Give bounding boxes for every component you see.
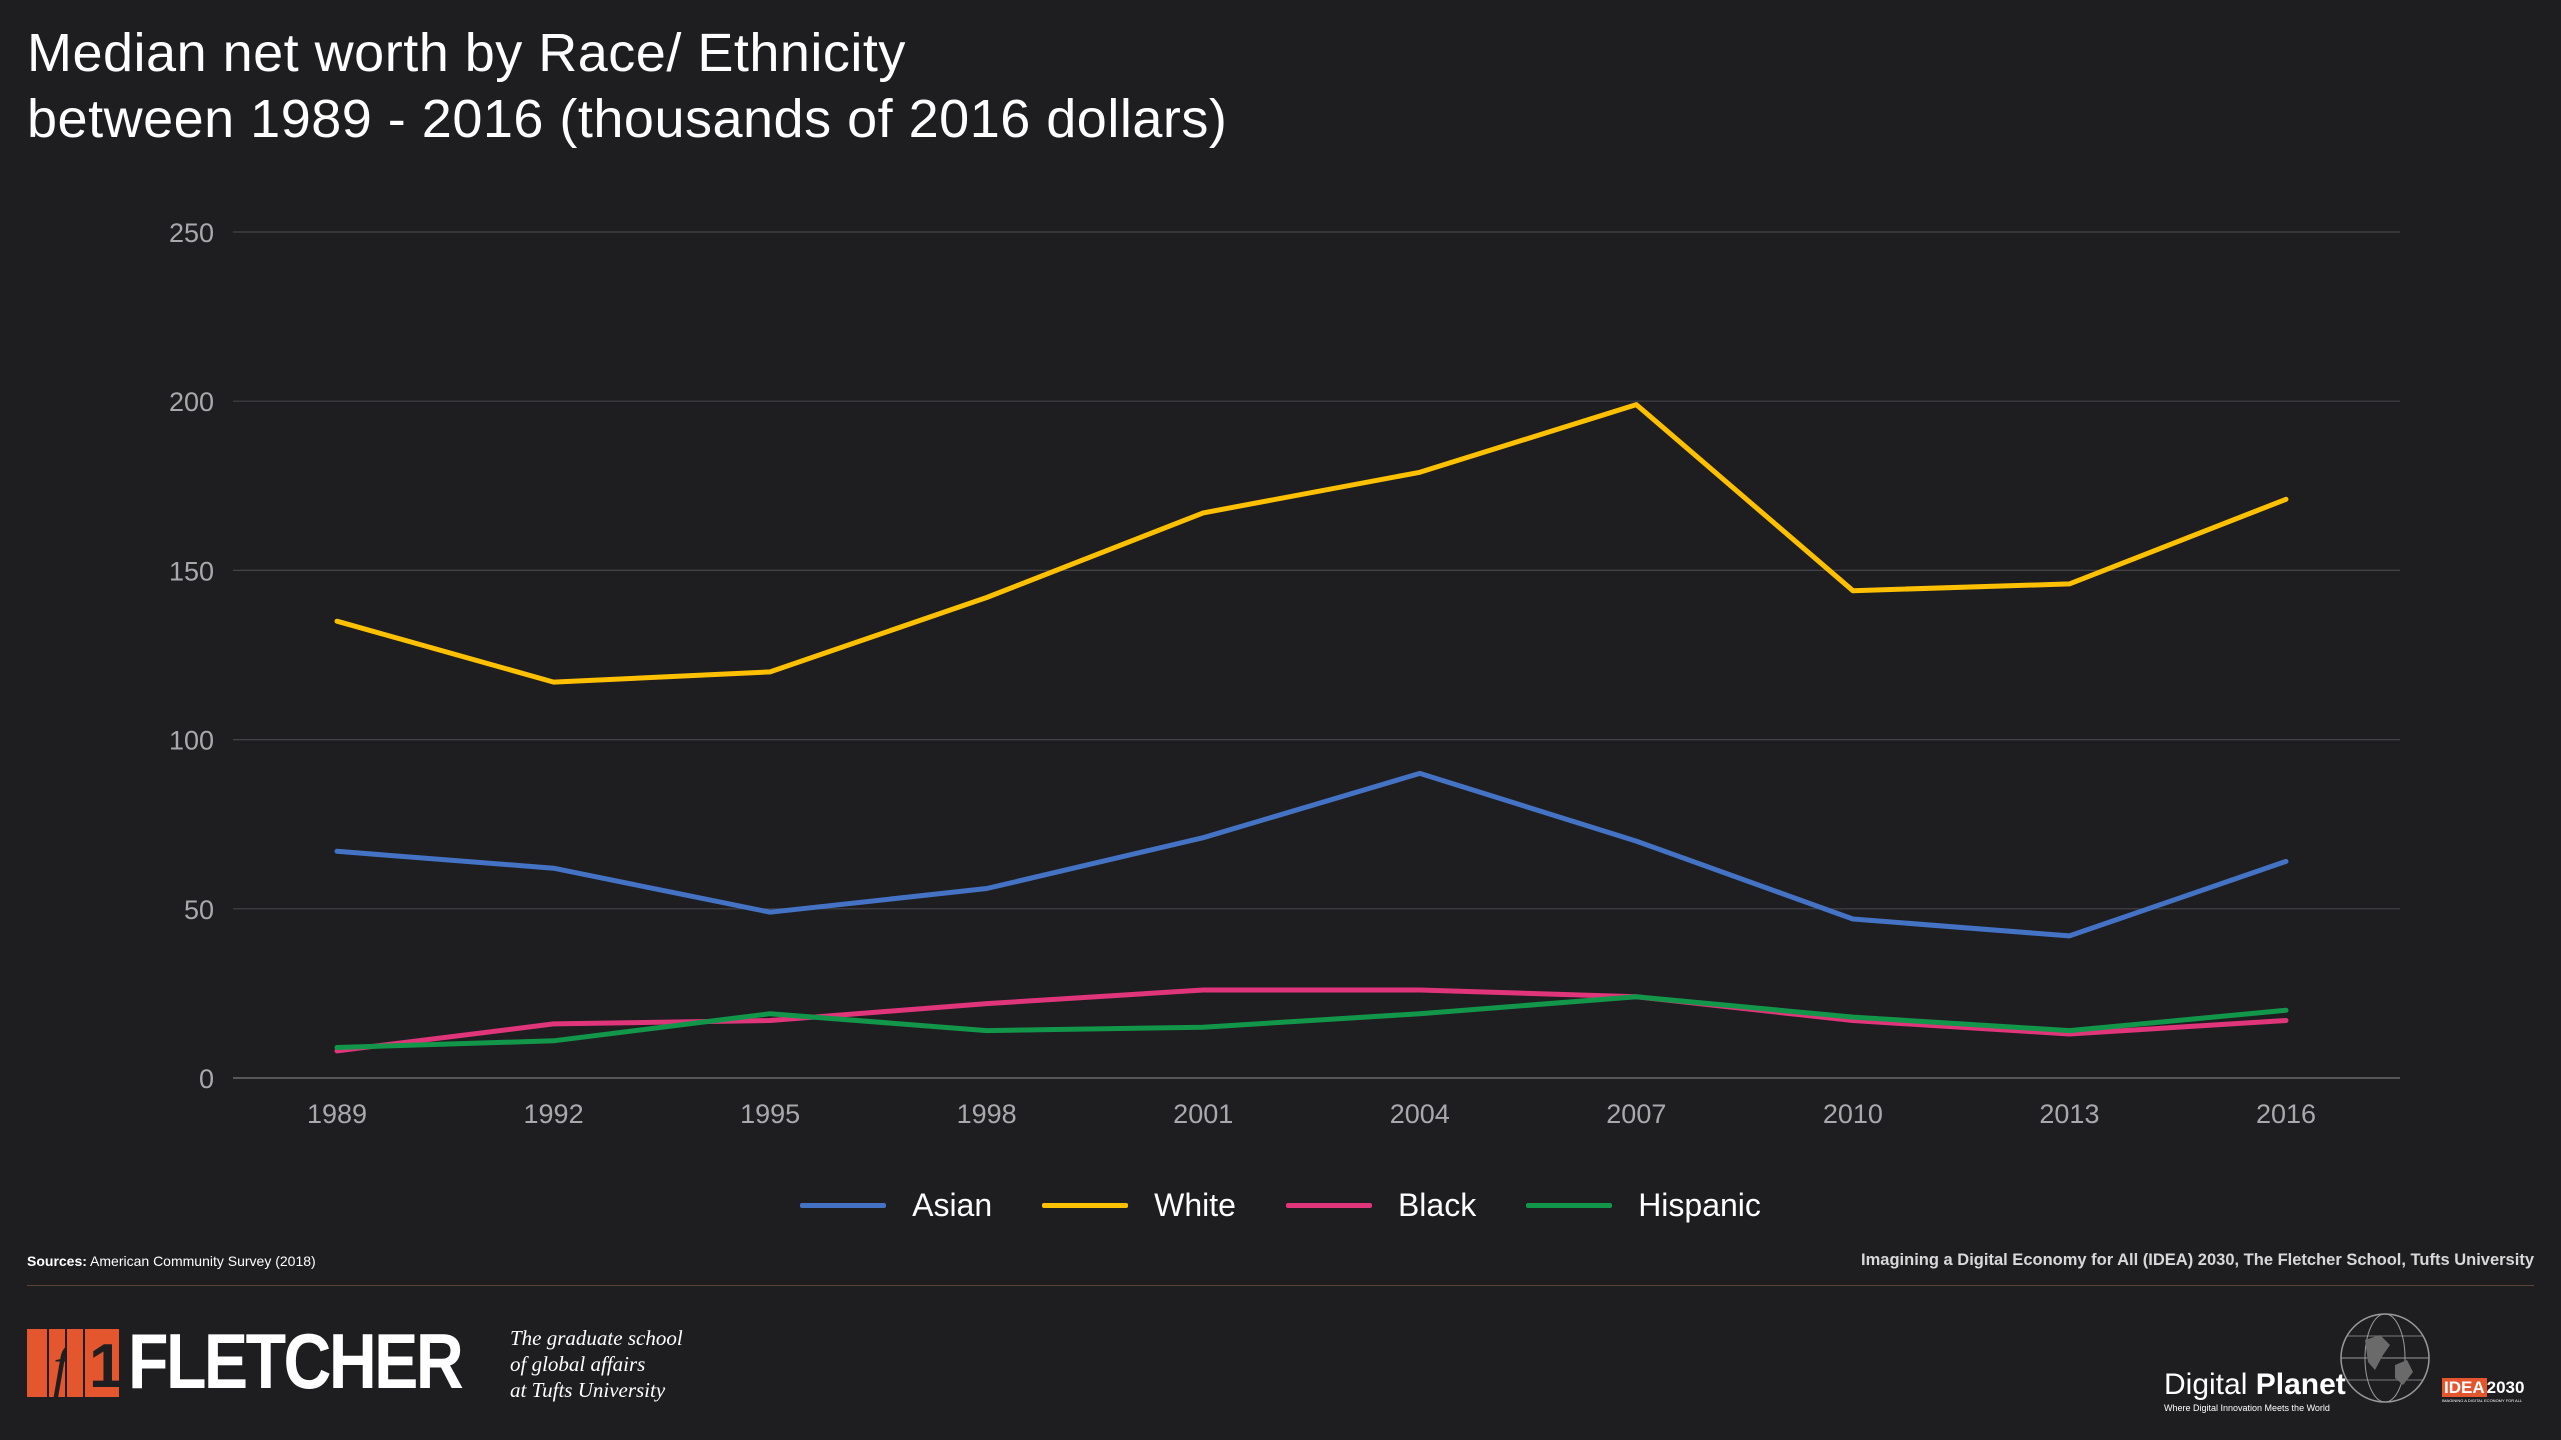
dp-light-text: Digital <box>2164 1368 2248 1401</box>
digital-planet-logo: Digital Planet Where Digital Innovation … <box>2160 1310 2440 1413</box>
x-tick-label: 2007 <box>1606 1099 1666 1129</box>
y-tick-label: 50 <box>184 895 214 925</box>
fletcher-wordmark: FLETCHER <box>128 1317 464 1405</box>
legend-label: Hispanic <box>1638 1186 1761 1223</box>
x-tick-label: 2001 <box>1173 1099 1233 1129</box>
x-tick-label: 1998 <box>957 1099 1017 1129</box>
series-line-white <box>334 402 2289 685</box>
tagline-line-3: at Tufts University <box>510 1378 666 1402</box>
legend-swatch <box>1285 1202 1372 1208</box>
footer-divider <box>27 1285 2534 1286</box>
legend-swatch <box>800 1202 887 1208</box>
legend-item-white: White <box>1042 1187 1236 1224</box>
legend: Asian White Black Hispanic <box>0 1180 2561 1230</box>
legend-item-hispanic: Hispanic <box>1526 1187 1761 1224</box>
idea-subtitle: IMAGINING A DIGITAL ECONOMY FOR ALL <box>2442 1398 2523 1403</box>
y-tick-label: 200 <box>169 387 214 417</box>
sources-note: Sources: American Community Survey (2018… <box>27 1253 316 1269</box>
series-line-hispanic <box>334 994 2289 1050</box>
x-tick-label: 2010 <box>1823 1099 1883 1129</box>
legend-item-black: Black <box>1285 1186 1477 1224</box>
x-tick-label: 1992 <box>524 1099 584 1129</box>
x-tick-label: 1989 <box>307 1099 367 1129</box>
y-tick-label: 0 <box>199 1064 214 1094</box>
idea-box: IDEA <box>2442 1378 2487 1397</box>
idea-2030-logo: IDEA 2030 <box>2442 1378 2524 1398</box>
series-line-black <box>334 987 2289 1054</box>
sources-text: American Community Survey (2018) <box>90 1253 316 1269</box>
y-tick-label: 250 <box>169 218 214 248</box>
legend-swatch <box>1042 1202 1129 1208</box>
legend-swatch <box>1526 1202 1613 1208</box>
tagline: The graduate school of global affairs at… <box>510 1325 683 1403</box>
dp-subtitle: Where Digital Innovation Meets the World <box>2164 1403 2330 1413</box>
digital-planet-wordmark: Digital Planet <box>2164 1368 2346 1402</box>
x-tick-label: 2004 <box>1390 1099 1450 1129</box>
tagline-line-1: The graduate school <box>510 1326 683 1350</box>
legend-label: Asian <box>912 1186 993 1223</box>
x-tick-label: 1995 <box>740 1099 800 1129</box>
title-line-2: between 1989 - 2016 (thousands of 2016 d… <box>27 89 1228 149</box>
fletcher-logo: f 1 FLETCHER <box>27 1317 520 1405</box>
legend-label: Black <box>1397 1186 1477 1223</box>
tagline-line-2: of global affairs <box>510 1352 646 1376</box>
svg-text:1: 1 <box>89 1332 122 1397</box>
series-line-asian <box>334 770 2289 939</box>
line-chart: 0 50 100 150 200 250 1989 1992 1995 1998 2001 2004 2… <box>169 218 2400 1129</box>
dp-bold-text: Planet <box>2255 1368 2346 1401</box>
title-line-1: Median net worth by Race/ Ethnicity <box>27 23 906 83</box>
y-tick-label: 100 <box>169 726 214 756</box>
legend-label: White <box>1154 1186 1236 1223</box>
credit-line: Imagining a Digital Economy for All (IDE… <box>1861 1251 2534 1269</box>
y-tick-label: 150 <box>169 556 214 586</box>
idea-number: 2030 <box>2486 1378 2525 1397</box>
legend-item-asian: Asian <box>800 1187 992 1224</box>
x-tick-label: 2016 <box>2256 1099 2316 1129</box>
fletcher-mark-icon: f 1 <box>27 1325 123 1401</box>
globe-icon <box>2340 1313 2430 1403</box>
sources-label: Sources: <box>27 1253 87 1269</box>
x-tick-label: 2013 <box>2039 1099 2099 1129</box>
chart-title: Median net worth by Race/ Ethnicity betw… <box>27 20 1227 152</box>
